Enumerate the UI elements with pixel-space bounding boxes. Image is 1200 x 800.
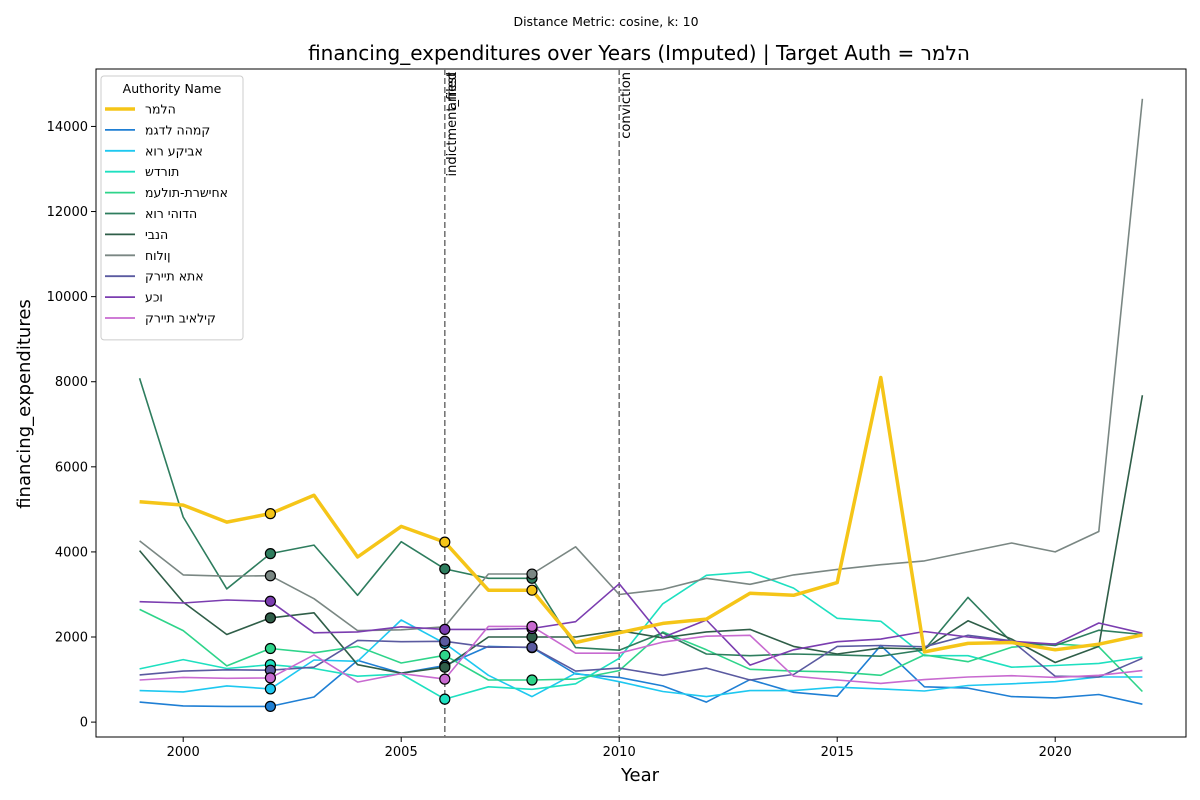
legend-label: קילאיב תיירק [145, 311, 216, 326]
y-tick-label: 0 [80, 716, 88, 731]
legend-label: הנבי [145, 227, 168, 242]
x-tick-label: 2010 [603, 745, 636, 760]
series-marker [264, 700, 276, 712]
series-marker [526, 568, 538, 580]
x-tick-label: 2005 [385, 745, 418, 760]
series-marker [439, 623, 451, 635]
y-tick-label: 14000 [47, 120, 88, 135]
chart-title: financing_expenditures over Years (Imput… [308, 41, 970, 65]
legend-label: הלמר [145, 102, 176, 117]
series-marker [439, 536, 451, 548]
y-axis: 0 2000 4000 6000 8000 10000 12000 14000 [47, 120, 96, 731]
legend-label: אחישרת-תולעמ [145, 185, 228, 200]
series-marker [526, 641, 538, 653]
series-marker [526, 620, 538, 632]
legend-label: תורדש [145, 164, 179, 179]
y-tick-label: 6000 [55, 460, 88, 475]
x-tick-label: 2015 [821, 745, 854, 760]
series-line [139, 634, 1143, 681]
series-marker [439, 649, 451, 661]
legend-box [100, 75, 244, 341]
series-markers [264, 508, 538, 712]
legend-label: הדוהי רוא [145, 206, 197, 221]
axes-frame [95, 68, 1187, 738]
series-lines [138, 98, 1144, 708]
series-marker [439, 693, 451, 705]
y-tick-label: 4000 [55, 545, 88, 560]
series-marker [439, 635, 451, 647]
series-marker [264, 548, 276, 560]
series-marker [264, 595, 276, 607]
y-tick-label: 8000 [55, 375, 88, 390]
legend-label: אביקע רוא [145, 143, 203, 158]
series-line [139, 644, 1143, 708]
series-line [139, 619, 1143, 698]
x-tick-label: 2020 [1039, 745, 1072, 760]
legend-label: קמהה לדגמ [145, 122, 210, 137]
series-marker [439, 661, 451, 673]
chart-suptitle: Distance Metric: cosine, k: 10 [513, 14, 698, 29]
event-label: arrest [445, 72, 460, 110]
legend-label: ןולוח [145, 248, 171, 263]
series-line [139, 571, 1143, 700]
series-marker [526, 584, 538, 596]
series-line [138, 395, 1144, 675]
event-label: indictment_filed [445, 72, 460, 177]
series-marker [264, 508, 276, 520]
x-axis: 2000 2005 2010 2015 2020 [167, 737, 1072, 760]
legend: Authority Name הלמר קמהה לדגמ אביקע רוא תורד… [100, 75, 244, 341]
series-marker [264, 672, 276, 684]
series-marker [526, 674, 538, 686]
series-line [139, 625, 1143, 685]
series-marker [439, 673, 451, 685]
series-marker [264, 683, 276, 695]
series-line [139, 582, 1143, 666]
series-line [139, 375, 1143, 654]
y-axis-title: financing_expenditures [14, 299, 35, 509]
y-tick-label: 12000 [47, 205, 88, 220]
series-marker [439, 563, 451, 575]
legend-label: וכע [145, 290, 163, 305]
series-line [138, 378, 1143, 658]
series-line [139, 98, 1144, 632]
legend-label: אתא תיירק [145, 269, 204, 284]
event-label: conviction [619, 72, 634, 139]
y-tick-label: 10000 [47, 290, 88, 305]
series-marker [264, 570, 276, 582]
series-marker [264, 642, 276, 655]
y-tick-label: 2000 [55, 631, 88, 646]
x-axis-title: Year [620, 765, 660, 786]
series-line [139, 608, 1143, 693]
series-marker [264, 612, 276, 624]
legend-title: Authority Name [123, 81, 222, 96]
x-tick-label: 2000 [167, 745, 200, 760]
